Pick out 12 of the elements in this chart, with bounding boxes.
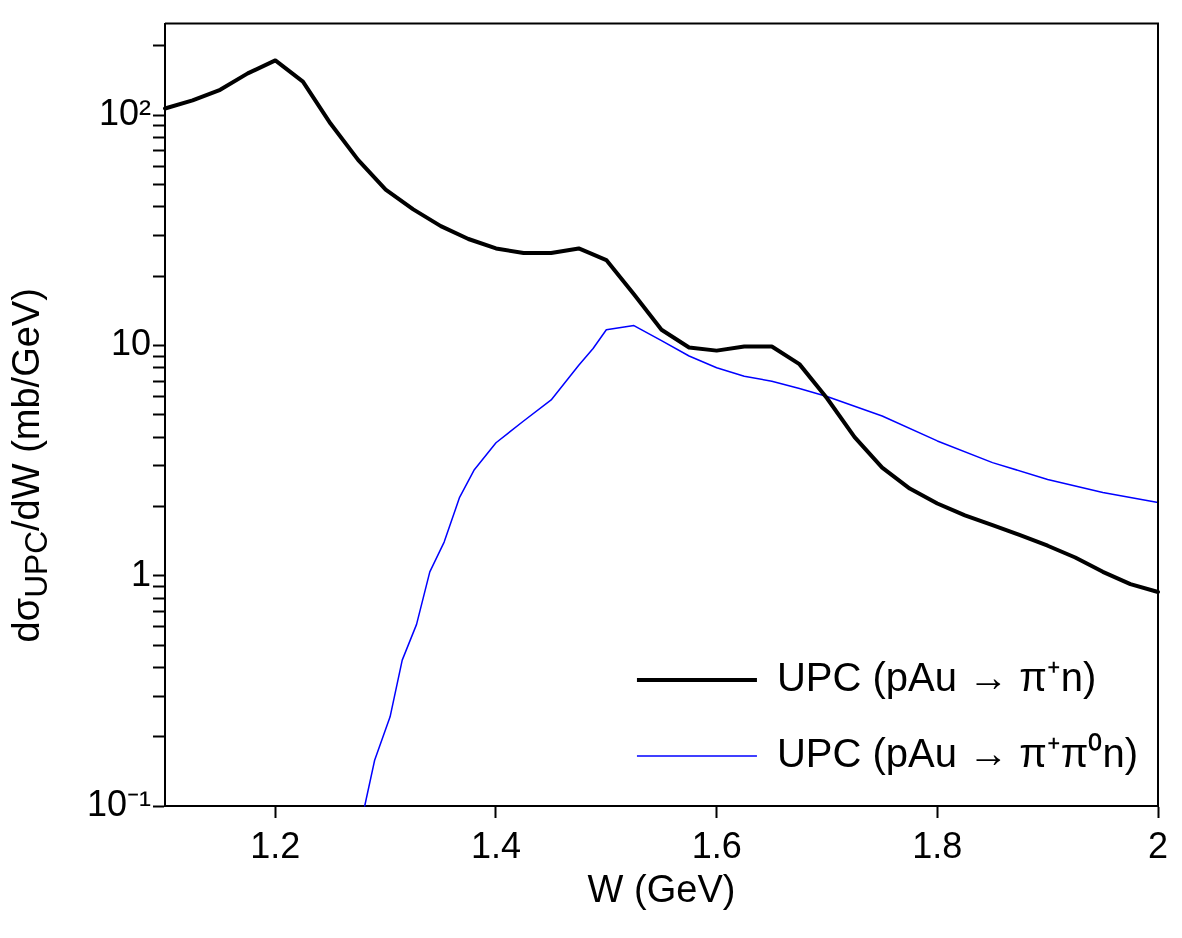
- x-tick-label: 1.6: [691, 824, 742, 866]
- x-tick-label: 1.4: [470, 824, 522, 866]
- legend-label: UPC (pAu → π⁺n): [776, 655, 1097, 700]
- y-tick-label: 10²: [98, 92, 152, 134]
- y-tick-label: 1: [130, 552, 151, 594]
- y-tick-label: 10⁻¹: [86, 782, 152, 824]
- x-tick-label: 1.2: [250, 824, 301, 866]
- x-axis-title: W (GeV): [586, 868, 737, 911]
- x-tick-label: 1.8: [912, 824, 963, 866]
- legend-label: UPC (pAu → π⁺π⁰n): [776, 731, 1138, 776]
- y-tick-label: 10: [110, 322, 151, 364]
- x-tick-label: 2: [1147, 824, 1169, 866]
